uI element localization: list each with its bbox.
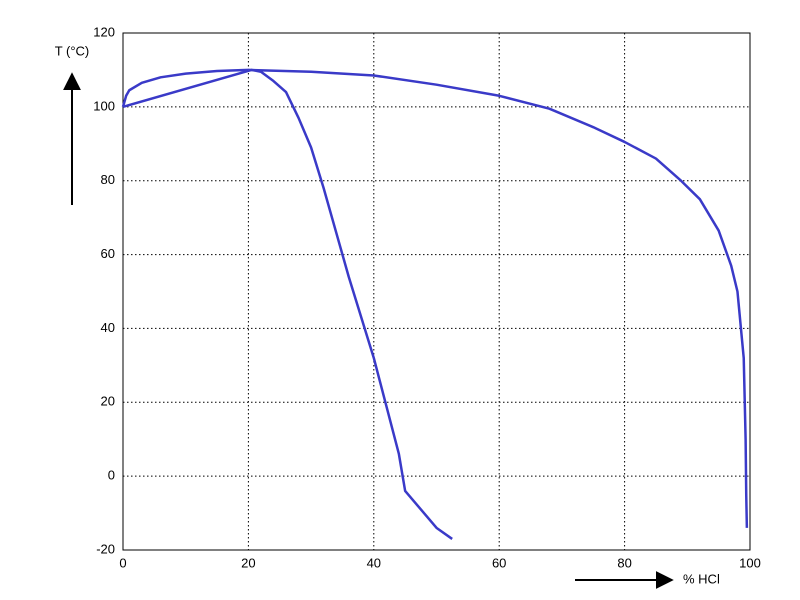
x-tick-label: 20 [241,555,255,570]
x-axis-label: % HCl [683,571,720,586]
line-series [121,68,749,528]
x-tick-label: 80 [617,555,631,570]
y-tick-label: 120 [93,24,115,39]
line-series [122,68,453,540]
y-tick-label: 100 [93,98,115,113]
y-tick-label: -20 [96,541,115,556]
y-tick-label: 40 [101,320,115,335]
x-tick-label: 100 [739,555,761,570]
x-tick-label: 40 [367,555,381,570]
y-tick-label: 60 [101,246,115,261]
y-tick-label: 0 [108,468,115,483]
y-axis-label: T (°C) [55,43,90,58]
plot-frame [122,32,751,551]
x-tick-label: 60 [492,555,506,570]
y-tick-label: 80 [101,172,115,187]
x-tick-label: 0 [119,555,126,570]
y-tick-label: 20 [101,394,115,409]
